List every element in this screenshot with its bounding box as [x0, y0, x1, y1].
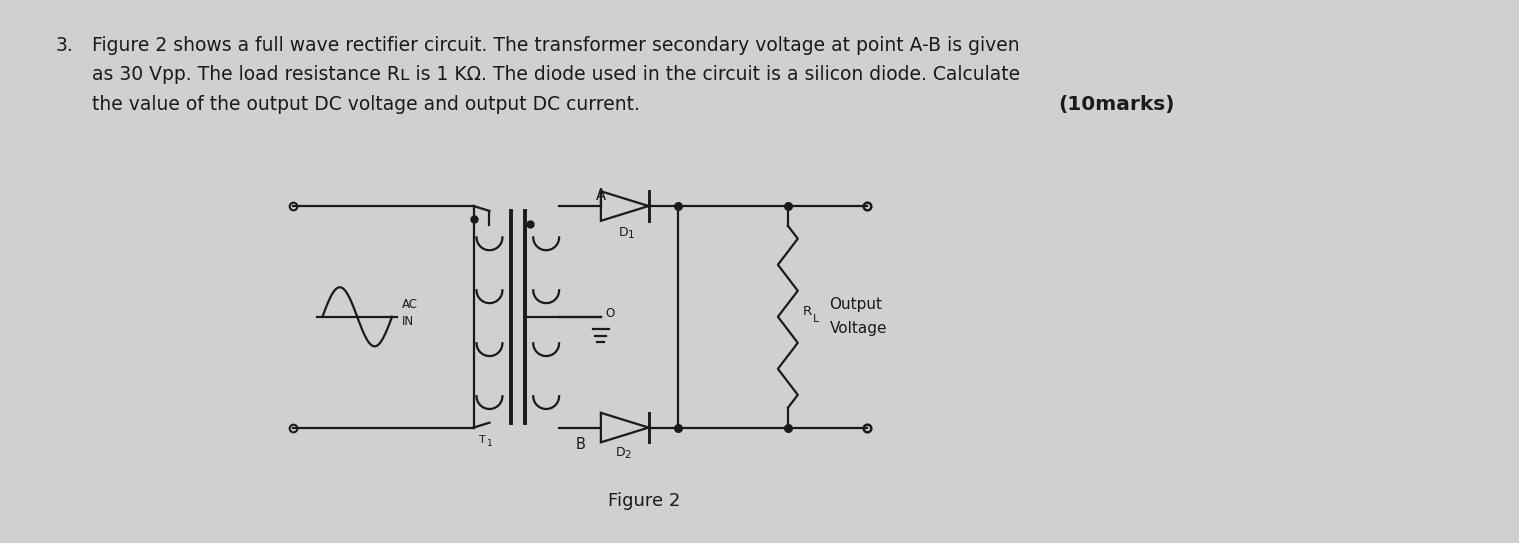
Text: D: D	[618, 226, 629, 239]
Text: the value of the output DC voltage and output DC current.: the value of the output DC voltage and o…	[91, 95, 639, 113]
Text: R: R	[802, 305, 811, 318]
Text: Voltage: Voltage	[829, 321, 887, 336]
Text: AC: AC	[403, 299, 418, 312]
Text: O: O	[606, 307, 615, 320]
Text: Figure 2 shows a full wave rectifier circuit. The transformer secondary voltage : Figure 2 shows a full wave rectifier cir…	[91, 36, 1019, 55]
Text: A: A	[595, 188, 606, 203]
Text: Output: Output	[829, 298, 883, 312]
Text: L: L	[813, 314, 819, 324]
Text: T: T	[478, 435, 485, 445]
Text: (10marks): (10marks)	[1059, 95, 1174, 113]
Text: Figure 2: Figure 2	[609, 491, 681, 509]
Text: D: D	[615, 446, 626, 459]
Text: IN: IN	[403, 315, 415, 328]
Text: B: B	[576, 438, 586, 452]
Text: 3.: 3.	[56, 36, 73, 55]
Text: as 30 Vpp. The load resistance Rʟ is 1 KΩ. The diode used in the circuit is a si: as 30 Vpp. The load resistance Rʟ is 1 K…	[91, 65, 1019, 84]
Text: 1: 1	[486, 439, 492, 449]
Text: 2: 2	[624, 450, 632, 460]
Text: 1: 1	[627, 230, 635, 239]
